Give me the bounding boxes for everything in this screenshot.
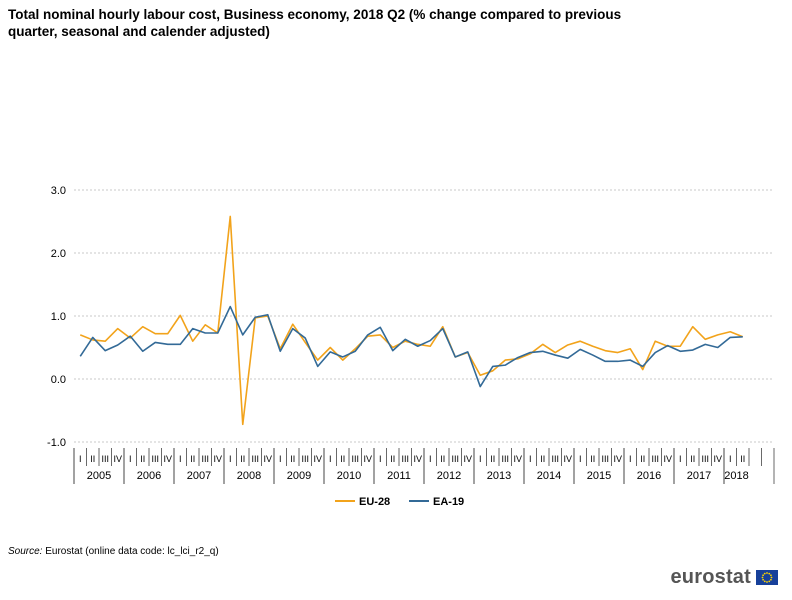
quarter-label: III [651,454,659,464]
year-label: 2018 [724,470,748,482]
quarter-label: III [251,454,259,464]
year-label: 2008 [237,470,261,482]
quarter-label: IV [563,454,572,464]
quarter-label: IV [313,454,322,464]
quarter-label: II [140,454,145,464]
quarter-label: I [279,454,282,464]
quarter-label: II [190,454,195,464]
series-lines [79,215,744,426]
year-label: 2013 [487,470,511,482]
quarter-label: IV [413,454,422,464]
series-line-eu28 [79,215,744,426]
quarter-label: III [201,454,209,464]
quarter-label: IV [363,454,372,464]
quarter-label: IV [113,454,122,464]
quarter-label: I [579,454,582,464]
quarter-label: II [90,454,95,464]
y-axis-labels: -1.0 0.0 1.0 2.0 3.0 [47,185,66,449]
y-tick-label: 1.0 [51,311,66,323]
quarter-label: IV [263,454,272,464]
y-tick-label: 2.0 [51,248,66,260]
quarter-label: IV [163,454,172,464]
quarter-label: III [151,454,159,464]
quarter-label: I [479,454,482,464]
quarter-label: II [740,454,745,464]
quarter-label: IV [513,454,522,464]
y-tick-label: 0.0 [51,374,66,386]
year-label: 2017 [687,470,711,482]
year-label: 2014 [537,470,561,482]
quarter-label: I [129,454,132,464]
year-label: 2006 [137,470,161,482]
source-text: Eurostat (online data code: lc_lci_r2_q) [45,546,219,557]
quarter-label: I [529,454,532,464]
quarter-label: I [329,454,332,464]
quarter-label: I [679,454,682,464]
legend-label: EU-28 [359,496,390,508]
eu-flag-icon [756,570,778,585]
quarter-label: I [379,454,382,464]
quarter-label: III [451,454,459,464]
logo-text: eurostat [670,566,751,588]
quarter-label: II [690,454,695,464]
quarter-label: III [351,454,359,464]
quarter-label: IV [663,454,672,464]
quarter-label: II [640,454,645,464]
y-tick-label: 3.0 [51,185,66,197]
year-label: 2012 [437,470,461,482]
quarter-label: IV [713,454,722,464]
quarter-label: II [240,454,245,464]
quarter-label: III [301,454,309,464]
quarter-label: IV [463,454,472,464]
quarter-label: III [701,454,709,464]
quarter-label: I [429,454,432,464]
quarter-label: I [229,454,232,464]
year-label: 2007 [187,470,211,482]
year-label: 2005 [87,470,111,482]
year-label: 2010 [337,470,361,482]
quarter-label: II [290,454,295,464]
quarter-label: IV [213,454,222,464]
quarter-label: IV [613,454,622,464]
quarter-label: II [390,454,395,464]
quarter-label: III [101,454,109,464]
quarter-label: I [179,454,182,464]
quarter-label: I [79,454,82,464]
source-note: Source: Eurostat (online data code: lc_l… [8,546,219,557]
source-label: Source: [8,546,43,557]
chart-title: Total nominal hourly labour cost, Busine… [8,7,622,39]
quarter-label: II [490,454,495,464]
x-axis: I II III IV I II III IV I II III IV I II III IV I II III IV… [73,448,775,484]
year-label: 2016 [637,470,661,482]
legend: EU-28 EA-19 [335,496,464,508]
gridlines [74,189,774,443]
year-label: 2009 [287,470,311,482]
eurostat-logo: eurostat [670,566,778,589]
quarter-label: I [729,454,732,464]
year-label: 2011 [387,470,411,482]
quarter-label: III [401,454,409,464]
quarter-label: I [629,454,632,464]
series-line-ea19 [79,305,743,388]
quarter-label: II [440,454,445,464]
quarter-label: III [501,454,509,464]
legend-label: EA-19 [433,496,464,508]
quarter-label: II [340,454,345,464]
y-tick-label: -1.0 [47,437,66,449]
quarter-label: III [601,454,609,464]
quarter-label: II [540,454,545,464]
year-label: 2015 [587,470,611,482]
quarter-label: III [551,454,559,464]
quarter-label: II [590,454,595,464]
